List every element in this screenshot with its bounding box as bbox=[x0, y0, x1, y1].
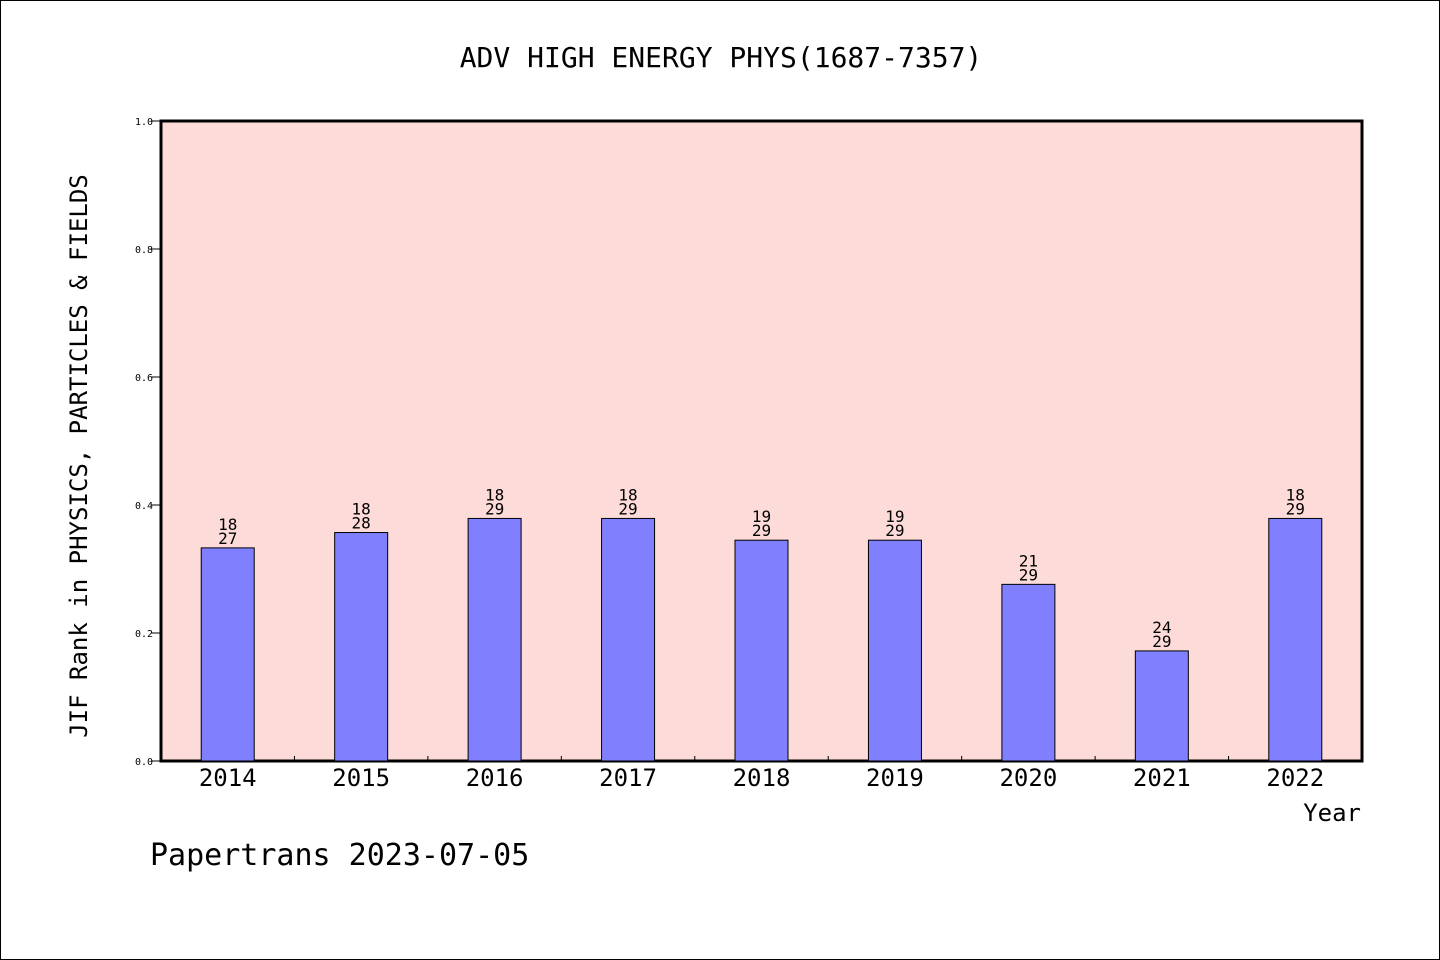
x-tick-label: 2020 bbox=[999, 764, 1057, 792]
bar bbox=[601, 517, 656, 762]
x-tick-label: 2014 bbox=[199, 764, 257, 792]
bar bbox=[200, 547, 255, 762]
bar-total-label: 29 bbox=[1286, 499, 1305, 518]
bar bbox=[1001, 583, 1056, 762]
bar-rank-label: 18 bbox=[618, 485, 637, 504]
y-axis-ticks: 0.0 0.2 0.4 0.6 0.8 1.0 bbox=[135, 117, 161, 768]
y-tick-label: 0.2 bbox=[135, 629, 153, 640]
bar-rank-label: 18 bbox=[218, 515, 237, 534]
x-tick-label: 2021 bbox=[1133, 764, 1191, 792]
y-tick-label: 0.6 bbox=[135, 373, 153, 384]
y-tick-label: 0.4 bbox=[135, 501, 153, 512]
x-axis-label: Year bbox=[1303, 799, 1361, 827]
bar bbox=[734, 539, 789, 762]
bar bbox=[467, 517, 522, 762]
x-axis-ticks: 2014 2015 2016 2017 2018 2019 2020 2021 2022 bbox=[199, 756, 1324, 792]
bar-rank-label: 18 bbox=[352, 500, 371, 519]
x-tick-label: 2019 bbox=[866, 764, 924, 792]
y-tick-label: 0.8 bbox=[135, 245, 153, 256]
bar bbox=[1268, 517, 1323, 762]
bar-rank-label: 21 bbox=[1019, 551, 1038, 570]
bar-rank-label: 24 bbox=[1152, 618, 1171, 637]
bar bbox=[1134, 650, 1189, 762]
bar-total-label: 29 bbox=[885, 521, 904, 540]
x-tick-label: 2015 bbox=[332, 764, 390, 792]
bar-rank-label: 18 bbox=[1286, 485, 1305, 504]
footer-watermark: Papertrans 2023-07-05 bbox=[150, 838, 529, 873]
bar-rank-label: 18 bbox=[485, 485, 504, 504]
x-tick-label: 2016 bbox=[466, 764, 524, 792]
chart-title: ADV HIGH ENERGY PHYS(1687-7357) bbox=[460, 41, 983, 74]
bar-total-label: 29 bbox=[485, 499, 504, 518]
bar-total-label: 29 bbox=[1019, 565, 1038, 584]
bar bbox=[867, 539, 922, 762]
bar-total-label: 28 bbox=[352, 514, 371, 533]
x-tick-label: 2017 bbox=[599, 764, 657, 792]
bar-total-label: 29 bbox=[618, 499, 637, 518]
bar bbox=[334, 532, 389, 762]
x-tick-label: 2022 bbox=[1266, 764, 1324, 792]
bar-total-label: 29 bbox=[752, 521, 771, 540]
bar-rank-label: 19 bbox=[885, 507, 904, 526]
bar-rank-label: 19 bbox=[752, 507, 771, 526]
y-tick-label: 0.0 bbox=[135, 757, 153, 768]
bar-total-label: 27 bbox=[218, 529, 237, 548]
bar-total-label: 29 bbox=[1152, 632, 1171, 651]
y-axis-label: JIF Rank in PHYSICS, PARTICLES & FIELDS bbox=[65, 174, 93, 738]
y-tick-label: 1.0 bbox=[135, 117, 153, 128]
x-tick-label: 2018 bbox=[733, 764, 791, 792]
